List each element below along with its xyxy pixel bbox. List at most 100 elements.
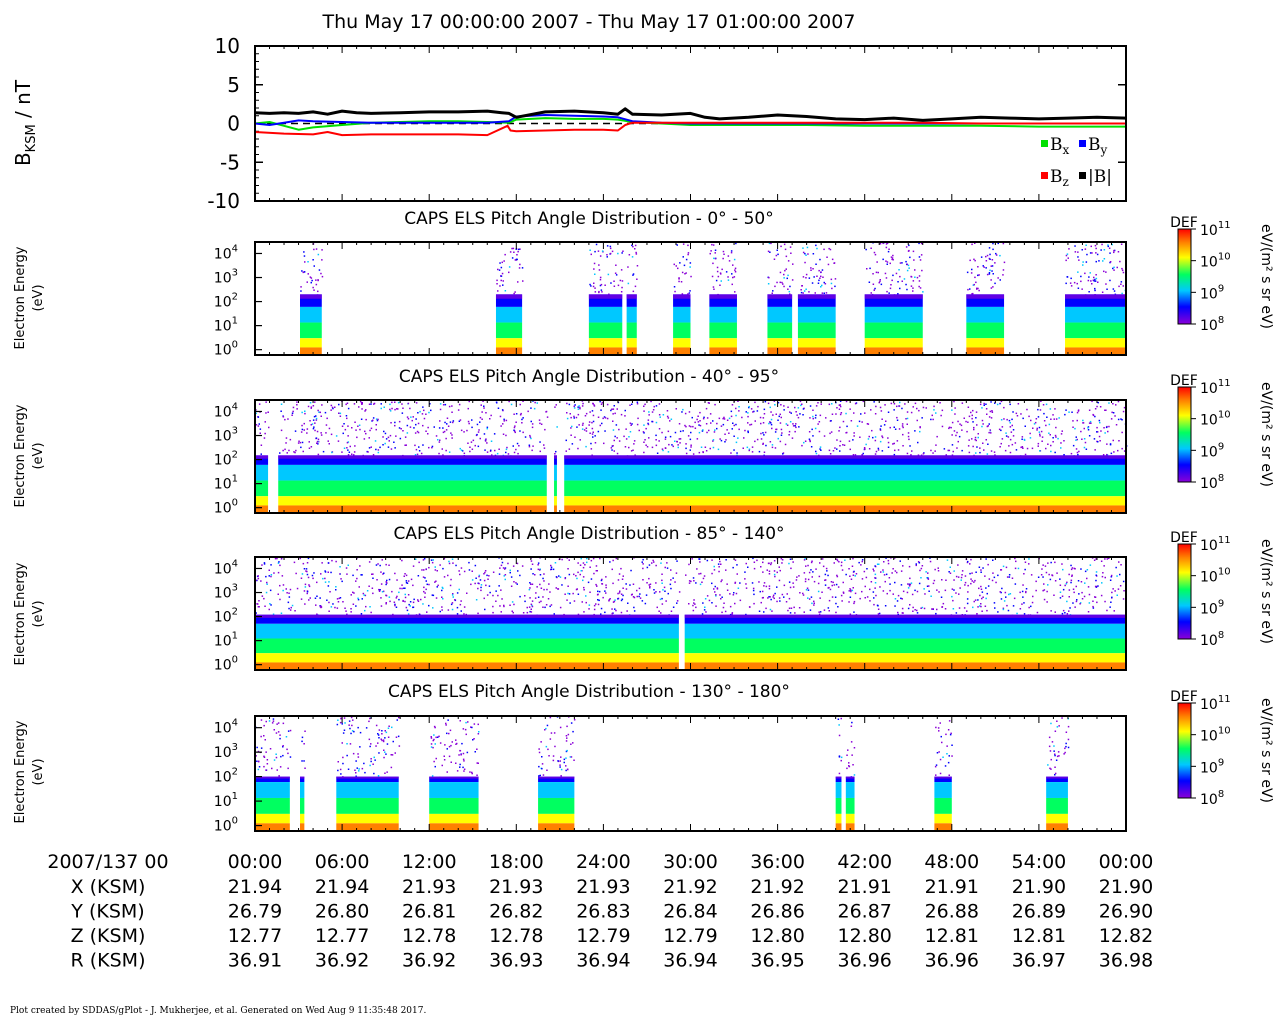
noise-pixel bbox=[471, 448, 474, 450]
noise-pixel bbox=[1072, 420, 1074, 422]
noise-pixel bbox=[528, 444, 531, 446]
noise-pixel bbox=[474, 444, 476, 447]
noise-pixel bbox=[650, 400, 652, 403]
noise-pixel bbox=[1070, 564, 1072, 567]
band-violet-edge bbox=[564, 455, 1126, 459]
noise-pixel bbox=[1072, 588, 1075, 590]
band-green bbox=[255, 638, 679, 654]
noise-pixel bbox=[294, 451, 296, 454]
noise-pixel bbox=[434, 765, 436, 768]
noise-pixel bbox=[649, 585, 651, 588]
noise-pixel bbox=[850, 590, 852, 593]
noise-pixel bbox=[684, 412, 687, 415]
noise-pixel bbox=[590, 442, 592, 445]
noise-pixel bbox=[577, 613, 580, 616]
noise-pixel bbox=[816, 275, 818, 277]
noise-pixel bbox=[550, 568, 553, 570]
noise-pixel bbox=[275, 732, 278, 734]
noise-pixel bbox=[1012, 435, 1015, 437]
noise-pixel bbox=[484, 449, 486, 451]
noise-pixel bbox=[593, 604, 596, 607]
noise-pixel bbox=[777, 401, 780, 404]
noise-pixel bbox=[631, 256, 634, 258]
noise-pixel bbox=[437, 584, 439, 587]
noise-pixel bbox=[317, 290, 319, 293]
noise-pixel bbox=[541, 756, 543, 758]
noise-pixel bbox=[306, 428, 309, 430]
noise-pixel bbox=[1097, 441, 1099, 443]
noise-pixel bbox=[927, 578, 930, 580]
noise-pixel bbox=[1083, 446, 1086, 449]
noise-pixel bbox=[472, 739, 474, 741]
noise-pixel bbox=[734, 269, 736, 271]
noise-pixel bbox=[511, 601, 514, 603]
mag-y-tick-label: -5 bbox=[220, 150, 240, 174]
noise-pixel bbox=[824, 573, 827, 576]
noise-pixel bbox=[916, 612, 919, 614]
noise-pixel bbox=[887, 411, 890, 413]
noise-pixel bbox=[582, 576, 585, 578]
band-orange bbox=[336, 823, 399, 831]
noise-pixel bbox=[717, 275, 720, 278]
noise-pixel bbox=[433, 760, 435, 763]
noise-pixel bbox=[369, 429, 371, 432]
noise-pixel bbox=[808, 291, 810, 293]
colorbar-tick-label: 109 bbox=[1200, 598, 1224, 617]
noise-pixel bbox=[408, 603, 410, 606]
noise-pixel bbox=[765, 585, 768, 588]
noise-pixel bbox=[873, 597, 875, 599]
band-green bbox=[1046, 797, 1068, 814]
noise-pixel bbox=[504, 290, 507, 292]
noise-pixel bbox=[972, 421, 974, 423]
noise-pixel bbox=[386, 579, 388, 582]
noise-pixel bbox=[570, 722, 573, 724]
noise-pixel bbox=[708, 599, 711, 602]
noise-pixel bbox=[558, 575, 560, 577]
noise-pixel bbox=[1024, 568, 1026, 571]
noise-pixel bbox=[347, 768, 350, 770]
noise-pixel bbox=[914, 609, 916, 611]
noise-pixel bbox=[315, 279, 317, 281]
noise-pixel bbox=[296, 404, 298, 406]
noise-pixel bbox=[341, 425, 344, 427]
noise-pixel bbox=[441, 596, 443, 598]
noise-pixel bbox=[1058, 755, 1060, 757]
noise-pixel bbox=[444, 403, 447, 406]
noise-pixel bbox=[865, 248, 867, 251]
noise-pixel bbox=[807, 589, 810, 591]
noise-pixel bbox=[831, 584, 833, 587]
noise-pixel bbox=[355, 429, 357, 431]
noise-pixel bbox=[734, 559, 737, 561]
noise-pixel bbox=[273, 572, 275, 574]
noise-pixel bbox=[817, 402, 819, 404]
noise-pixel bbox=[881, 450, 884, 452]
noise-pixel bbox=[426, 611, 428, 613]
noise-pixel bbox=[1016, 415, 1019, 417]
noise-pixel bbox=[892, 259, 894, 261]
noise-pixel bbox=[634, 248, 636, 250]
noise-pixel bbox=[753, 410, 755, 413]
noise-pixel bbox=[499, 262, 501, 264]
noise-pixel bbox=[458, 754, 460, 756]
noise-pixel bbox=[1084, 272, 1086, 275]
noise-pixel bbox=[402, 600, 404, 602]
noise-pixel bbox=[418, 561, 420, 564]
noise-pixel bbox=[842, 592, 845, 594]
noise-pixel bbox=[489, 591, 491, 594]
noise-pixel bbox=[327, 585, 330, 587]
noise-pixel bbox=[1000, 419, 1003, 421]
noise-pixel bbox=[679, 262, 681, 264]
noise-pixel bbox=[531, 563, 534, 565]
ephemeris-value: 36.96 bbox=[925, 950, 979, 972]
noise-pixel bbox=[794, 425, 796, 427]
noise-pixel bbox=[293, 561, 296, 564]
noise-pixel bbox=[632, 449, 634, 451]
noise-pixel bbox=[620, 593, 623, 595]
colorbar-unit: eV/(m² s sr eV) bbox=[1258, 698, 1274, 803]
noise-pixel bbox=[492, 594, 494, 597]
colorbar-tick-label: 1010 bbox=[1200, 252, 1231, 271]
noise-pixel bbox=[325, 432, 327, 434]
noise-pixel bbox=[585, 430, 588, 432]
band-cyan bbox=[300, 782, 305, 798]
noise-pixel bbox=[730, 410, 733, 413]
